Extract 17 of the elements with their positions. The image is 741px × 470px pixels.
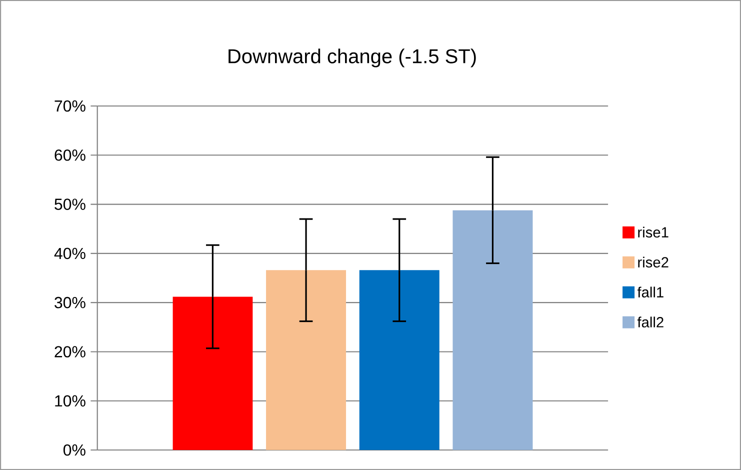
legend-label: rise2 — [638, 256, 668, 268]
legend-label: fall1 — [637, 286, 664, 298]
y-tick-label: 20% — [54, 346, 86, 358]
bar — [452, 210, 533, 450]
y-tick-label: 60% — [54, 149, 86, 161]
y-tick-label: 0% — [63, 444, 86, 456]
bar — [266, 270, 346, 450]
bar — [359, 270, 440, 450]
legend-label: rise1 — [638, 226, 668, 238]
y-tick-label: 40% — [54, 248, 86, 260]
legend-label: fall2 — [637, 316, 664, 328]
y-tick-label: 50% — [54, 198, 86, 210]
y-tick-label: 30% — [54, 296, 86, 308]
y-tick-label: 10% — [55, 395, 86, 407]
y-tick-label: 70% — [54, 100, 86, 112]
chart-title: Downward change (-1.5 ST) — [228, 48, 476, 68]
bar — [172, 296, 253, 450]
